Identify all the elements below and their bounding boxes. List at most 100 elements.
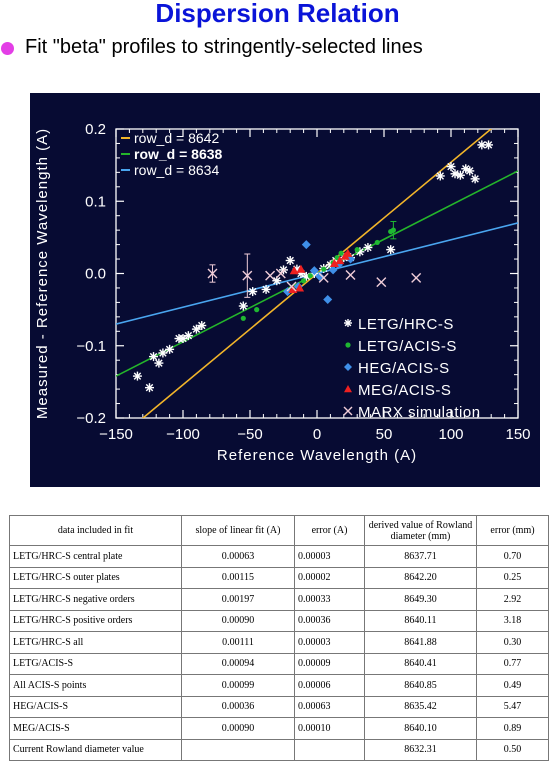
data-point — [356, 248, 364, 256]
table-cell: LETG/HRC-S outer plates — [9, 566, 182, 589]
data-point — [436, 172, 445, 180]
table-cell: 8640.11 — [364, 609, 477, 632]
data-point — [289, 266, 299, 275]
data-point — [184, 331, 193, 340]
data-point — [328, 265, 338, 275]
legend-label: MARX simulation — [358, 404, 481, 421]
table-cell: Current Rowland diameter value — [9, 738, 182, 761]
table-cell: 8642.20 — [364, 566, 477, 589]
table-cell: 8640.41 — [364, 652, 477, 675]
data-point — [456, 171, 465, 179]
data-point — [338, 250, 344, 256]
legend-label: LETG/ACIS-S — [358, 338, 457, 355]
table-cell: All ACIS-S points — [9, 674, 182, 697]
table-cell: 8640.85 — [364, 674, 477, 697]
data-point — [242, 270, 253, 281]
y-tick-label: 0.1 — [85, 193, 106, 210]
table-cell: 8632.31 — [364, 738, 477, 761]
data-point — [265, 270, 276, 281]
fit-results-table: data included in fit slope of linear fit… — [9, 515, 549, 761]
x-tick-label: −100 — [166, 426, 200, 443]
table-cell: MEG/ACIS-S — [9, 717, 182, 740]
data-point — [275, 268, 286, 279]
data-point — [323, 295, 333, 305]
table-row: LETG/HRC-S positive orders 0.00090 0.00036… — [9, 609, 549, 632]
table-row: HEG/ACIS-S 0.00036 0.00063 8635.42 5.47 — [9, 695, 549, 718]
data-point — [390, 227, 396, 233]
table-cell: 0.77 — [476, 652, 549, 675]
data-point — [159, 349, 167, 357]
data-point — [240, 315, 246, 321]
data-point — [301, 278, 307, 284]
table-row: Current Rowland diameter value 8632.31 0.5… — [9, 738, 549, 761]
fit-legend-label: row_d = 8638 — [134, 146, 223, 162]
data-point — [478, 141, 486, 149]
table-cell: 0.49 — [476, 674, 549, 697]
col-header-rowland: derived value of Rowland diameter (mm) — [364, 515, 477, 546]
table-cell: 0.89 — [476, 717, 549, 740]
table-row: LETG/ACIS-S 0.00094 0.00009 8640.41 0.77 — [9, 652, 549, 675]
x-tick-label: 0 — [313, 426, 321, 443]
x-tick-label: −150 — [99, 426, 133, 443]
data-point — [286, 281, 297, 292]
data-point — [484, 141, 493, 149]
data-point — [262, 285, 270, 294]
y-tick-label: −0.1 — [76, 338, 106, 355]
table-cell: 0.00063 — [181, 545, 295, 568]
table-cell: 0.00033 — [294, 588, 365, 611]
y-tick-label: 0.0 — [85, 266, 106, 283]
data-point — [283, 287, 293, 297]
data-point — [344, 385, 352, 393]
table-cell: 0.00036 — [181, 695, 295, 718]
table-cell: 0.00003 — [294, 545, 365, 568]
table-cell: 0.00002 — [294, 566, 365, 589]
data-point — [309, 266, 319, 276]
data-point — [273, 276, 281, 285]
dispersion-plot: −150 −100 −50 0 50 100 150 −0.2 −0.1 0.0 0.1 0.2 Ref… — [30, 93, 540, 487]
table-cell: 3.18 — [476, 609, 549, 632]
data-point — [207, 268, 218, 279]
data-point — [386, 245, 395, 254]
data-point — [376, 277, 387, 288]
data-point — [248, 287, 257, 296]
table-cell: 0.00090 — [181, 609, 295, 632]
page-title: Dispersion Relation — [155, 0, 400, 28]
table-cell: 0.00003 — [294, 631, 365, 654]
col-header-data: data included in fit — [9, 515, 182, 546]
table-cell: 0.70 — [476, 545, 549, 568]
data-point — [145, 383, 154, 392]
table-row: LETG/HRC-S outer plates 0.00115 0.00002 864… — [9, 566, 549, 589]
x-tick-label: −50 — [237, 426, 262, 443]
table-cell: 8640.10 — [364, 717, 477, 740]
data-point — [345, 269, 356, 280]
table-cell: LETG/HRC-S positive orders — [9, 609, 182, 632]
data-point — [286, 256, 294, 265]
table-cell: 0.00099 — [181, 674, 295, 697]
fit-legend-label: row_d = 8642 — [134, 130, 219, 146]
data-point — [374, 239, 380, 246]
table-row: MEG/ACIS-S 0.00090 0.00010 8640.10 0.89 — [9, 717, 549, 740]
data-point — [155, 359, 163, 367]
data-point — [165, 345, 174, 354]
table-cell: LETG/HRC-S negative orders — [9, 588, 182, 611]
legend-label: HEG/ACIS-S — [358, 360, 450, 377]
data-point — [364, 243, 372, 252]
data-point — [354, 247, 360, 253]
table-cell: 5.47 — [476, 695, 549, 718]
data-point — [345, 342, 351, 348]
x-tick-label: 50 — [376, 426, 393, 443]
data-point — [344, 319, 352, 327]
data-point — [466, 167, 474, 175]
x-tick-label: 150 — [505, 426, 530, 443]
data-point — [329, 258, 339, 267]
data-point — [133, 372, 142, 380]
table-row: LETG/HRC-S all 0.00111 0.00003 8641.88 0.30 — [9, 631, 549, 654]
table-cell: 0.00010 — [294, 717, 365, 740]
table-cell: LETG/ACIS-S — [9, 652, 182, 675]
bullet-dot-icon — [1, 42, 14, 55]
data-point — [239, 302, 248, 310]
data-point — [307, 273, 313, 279]
bullet-point: Fit "beta" profiles to stringently-selec… — [0, 36, 555, 64]
data-point — [321, 266, 327, 272]
table-cell: 0.30 — [476, 631, 549, 654]
